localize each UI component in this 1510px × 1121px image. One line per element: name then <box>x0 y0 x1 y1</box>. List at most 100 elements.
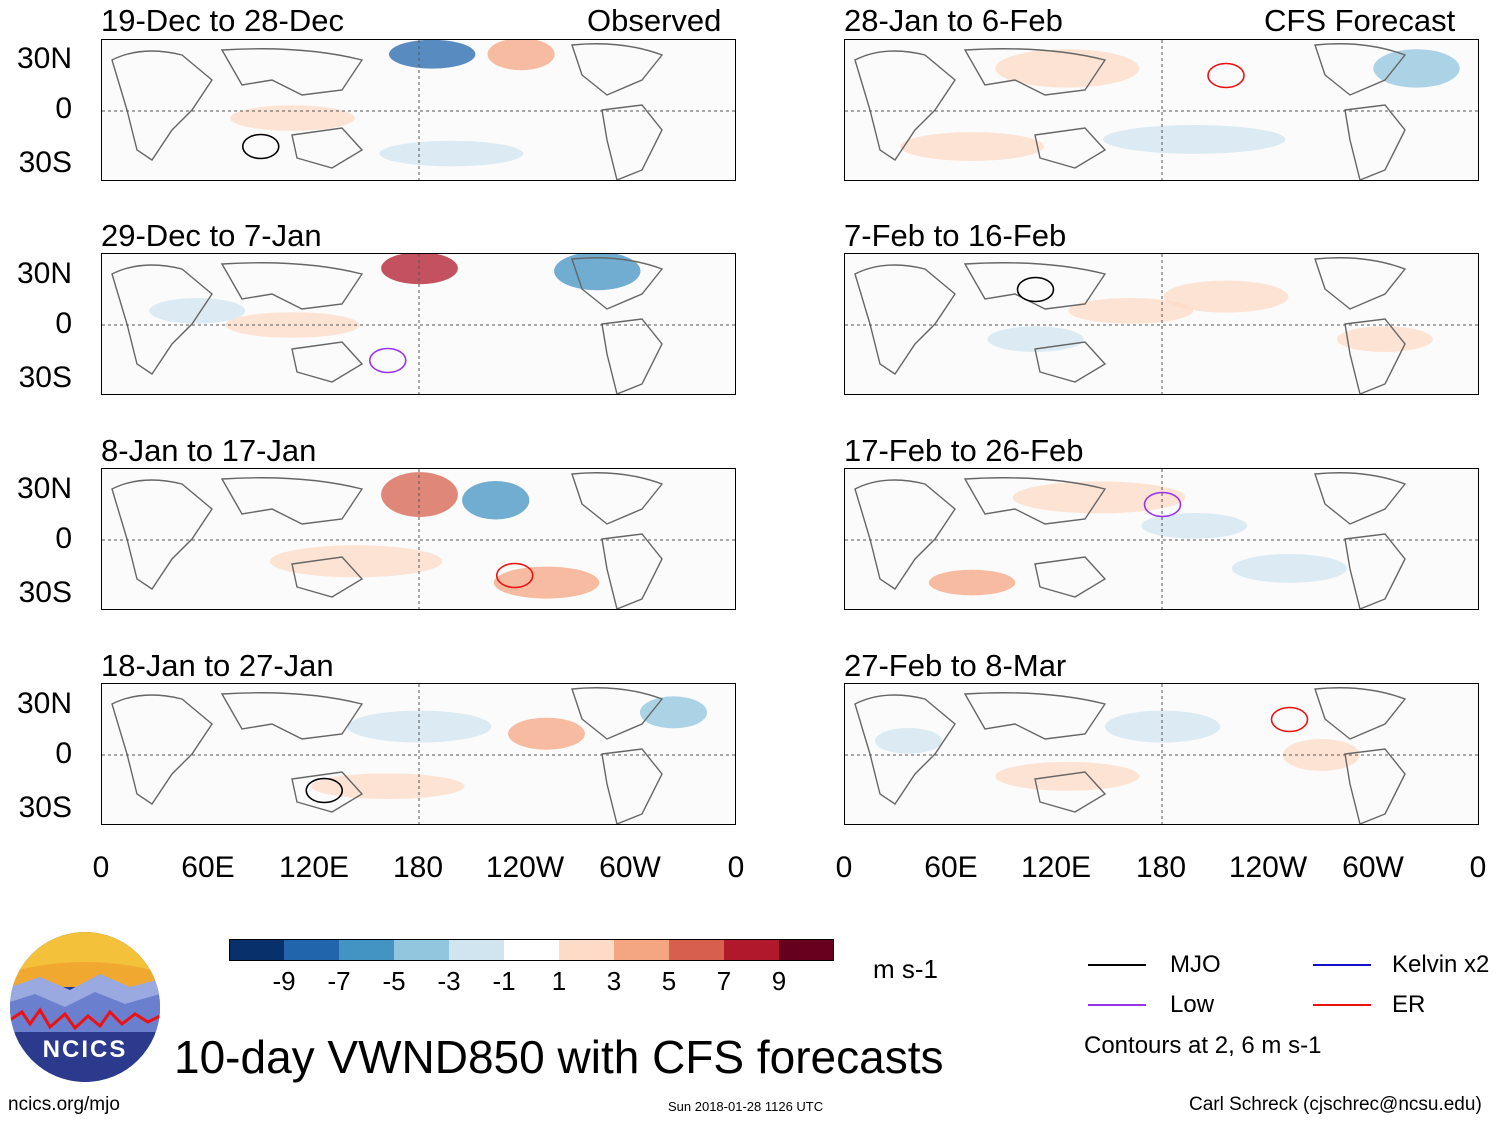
colorbar-tick-label: 7 <box>716 966 732 996</box>
coastline <box>854 479 956 590</box>
panel-title-fc-4: 27-Feb to 8-Mar <box>844 648 1067 683</box>
colorbar-cell <box>614 939 669 961</box>
coastline <box>1344 104 1406 180</box>
footer-timestamp: Sun 2018-01-28 1126 UTC <box>668 1099 824 1114</box>
coastline <box>963 48 1107 96</box>
colorbar-units: m s-1 <box>873 954 938 984</box>
lon-label-120e: 120E <box>1020 851 1092 884</box>
colorbar-cell <box>284 939 339 961</box>
colorbar-tick-label: -1 <box>492 966 516 996</box>
coastline <box>111 264 213 375</box>
lon-label-60w: 60W <box>1342 851 1404 884</box>
lon-label-120w: 120W <box>1228 851 1308 884</box>
coastline <box>854 50 956 161</box>
map-graphic <box>845 469 1478 609</box>
footer-credit: Carl Schreck (cjschrec@ncsu.edu) <box>1189 1094 1482 1115</box>
colorbar-tick-label: -5 <box>382 966 406 996</box>
footer-url: ncics.org/mjo <box>8 1094 120 1115</box>
column-header-forecast: CFS Forecast <box>1264 3 1456 38</box>
lat-label-eq: 0 <box>55 522 72 555</box>
map-graphic <box>102 469 735 609</box>
anomaly-shading <box>1231 554 1348 583</box>
coastline <box>601 533 663 609</box>
coastline <box>601 104 663 180</box>
legend-line-mjo <box>1088 964 1146 966</box>
panel-title-obs-1: 19-Dec to 28-Dec <box>101 3 344 38</box>
map-panel <box>844 39 1479 181</box>
map-graphic <box>845 40 1478 180</box>
lat-label-30n: 30N <box>16 257 72 290</box>
coastline <box>291 127 364 169</box>
lon-label-0-end: 0 <box>727 851 745 884</box>
lon-label-0: 0 <box>92 851 110 884</box>
coastline <box>220 262 364 310</box>
coastline <box>571 257 664 310</box>
lat-label-eq: 0 <box>55 737 72 770</box>
anomaly-shading <box>639 696 708 729</box>
map-panel <box>844 253 1479 395</box>
contour-line <box>495 562 534 589</box>
lat-label-eq: 0 <box>55 92 72 125</box>
legend-label-mjo: MJO <box>1170 951 1221 978</box>
coastline <box>1314 43 1407 96</box>
anomaly-shading <box>995 761 1140 791</box>
coastline <box>571 43 664 96</box>
coastline <box>571 472 664 525</box>
panel-title-fc-2: 7-Feb to 16-Feb <box>844 218 1067 253</box>
lat-label-30s: 30S <box>18 791 72 824</box>
panel-title-fc-1: 28-Jan to 6-Feb <box>844 3 1063 38</box>
coastline <box>1344 533 1406 609</box>
coastline <box>220 692 364 740</box>
anomaly-shading <box>1373 49 1460 88</box>
colorbar-cell <box>449 939 504 961</box>
colorbar-cell <box>229 939 284 961</box>
anomaly-shading <box>1163 280 1289 313</box>
legend-label-low: Low <box>1170 991 1215 1018</box>
lon-label-180: 180 <box>1135 851 1187 884</box>
map-panel <box>844 468 1479 610</box>
colorbar-tick-label: 5 <box>661 966 677 996</box>
panel-title-obs-3: 8-Jan to 17-Jan <box>101 433 317 468</box>
lat-label-30n: 30N <box>16 472 72 505</box>
contour-line <box>1143 491 1182 518</box>
panel-title-obs-2: 29-Dec to 7-Jan <box>101 218 322 253</box>
contour-line <box>241 133 280 160</box>
lon-label-60w: 60W <box>599 851 661 884</box>
coastline <box>1314 687 1407 740</box>
map-graphic <box>845 254 1478 394</box>
contour-line <box>1270 706 1309 733</box>
coastline <box>1314 472 1407 525</box>
colorbar-cell <box>724 939 779 961</box>
anomaly-shading <box>389 40 476 69</box>
coastline <box>1034 341 1107 383</box>
coastline <box>601 318 663 394</box>
anomaly-shading <box>379 140 524 167</box>
coastline <box>1344 748 1406 824</box>
lat-label-30s: 30S <box>18 361 72 394</box>
anomaly-shading <box>225 312 360 338</box>
lon-label-180: 180 <box>392 851 444 884</box>
anomaly-shading <box>493 566 600 599</box>
anomaly-shading <box>1336 326 1433 352</box>
main-title: 10-day VWND850 with CFS forecasts <box>174 1031 944 1083</box>
lon-label-0: 0 <box>835 851 853 884</box>
anomaly-shading <box>1103 125 1286 154</box>
coastline <box>601 748 663 824</box>
contour-line <box>305 777 344 804</box>
lon-label-120w: 120W <box>485 851 565 884</box>
coastline <box>1314 257 1407 310</box>
coastline <box>1344 318 1406 394</box>
panel-title-fc-3: 17-Feb to 26-Feb <box>844 433 1084 468</box>
lat-label-30n: 30N <box>16 42 72 75</box>
map-graphic <box>102 40 735 180</box>
coastline <box>1034 556 1107 598</box>
lat-label-30s: 30S <box>18 576 72 609</box>
colorbar-cell <box>779 939 834 961</box>
anomaly-shading <box>987 326 1084 352</box>
lon-label-120e: 120E <box>278 851 350 884</box>
colorbar-cell <box>394 939 449 961</box>
legend-label-er: ER <box>1392 991 1426 1018</box>
coastline <box>1034 771 1107 813</box>
coastline <box>111 694 213 805</box>
lat-label-eq: 0 <box>55 307 72 340</box>
